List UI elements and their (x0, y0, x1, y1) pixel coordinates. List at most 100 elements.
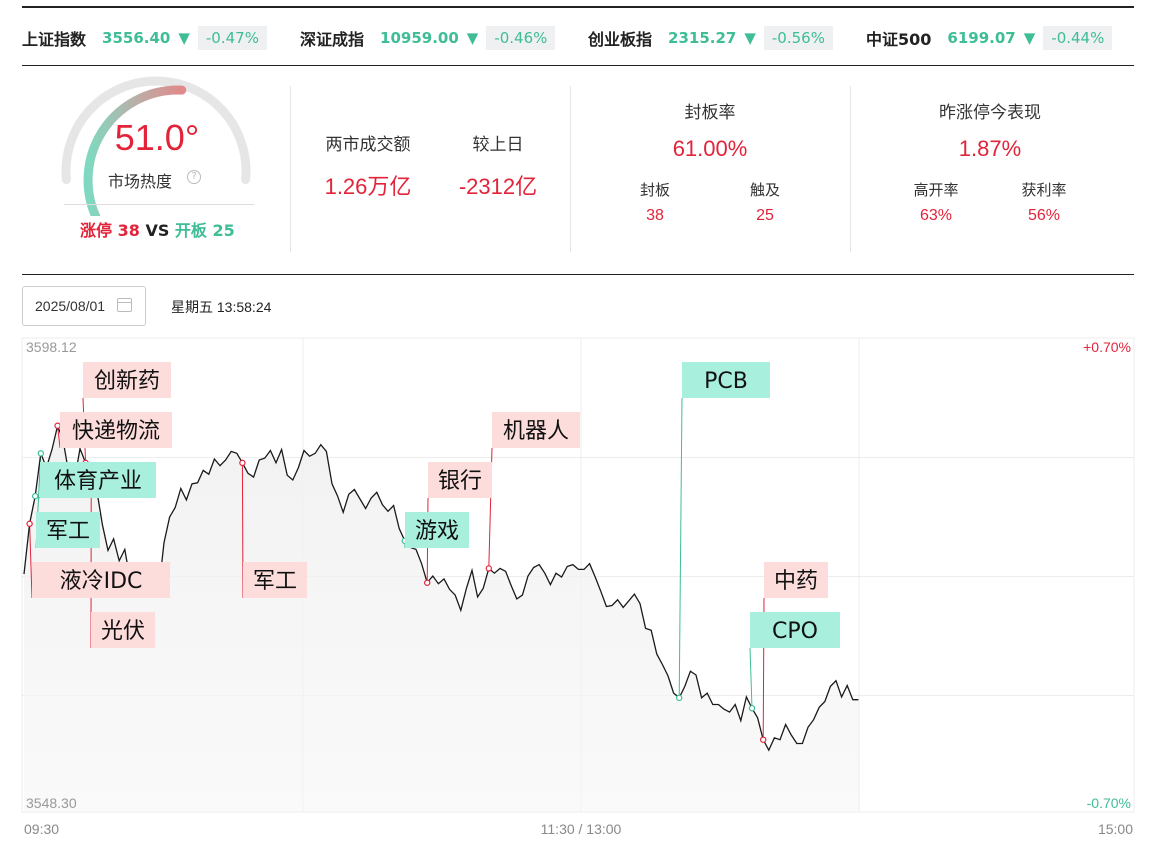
down-arrow-icon: ▼ (466, 29, 479, 47)
market-stats-panel: 51.0° 市场热度 ? 涨停 38 VS 开板 25 两市成交额 1.26万亿… (22, 66, 1134, 275)
sector-tag-bg (91, 612, 155, 648)
sector-tag-bg (243, 562, 307, 598)
yesterday-perf-value: 1.87% (958, 136, 1022, 161)
sector-tag[interactable]: 光伏 (91, 612, 155, 648)
divider (64, 204, 254, 205)
axis-label: 3548.30 (26, 795, 77, 811)
annotation-dot (485, 565, 492, 572)
turnover-vs-label: 较上日 (472, 135, 524, 155)
sector-tag[interactable]: 军工 (36, 512, 100, 548)
annotation-dot (748, 705, 756, 712)
ticker-change: -0.47% (197, 26, 267, 50)
sector-tag-bg (750, 612, 840, 648)
sector-tag-label: 军工 (253, 569, 297, 594)
sector-tag[interactable]: 军工 (243, 562, 307, 598)
ticker-sh[interactable]: 上证指数 3556.40 ▼ -0.47% (22, 24, 267, 52)
price-area (24, 425, 859, 812)
heat-gauge (61, 76, 251, 216)
ticker-change: -0.44% (1043, 26, 1113, 50)
sector-tag-bg (36, 512, 100, 548)
sector-tag-label: 创新药 (94, 369, 160, 394)
limit-up-count: 38 (117, 221, 140, 240)
profit-value: 56% (1027, 207, 1061, 224)
sector-tag[interactable]: 银行 (428, 462, 492, 498)
sector-tag-label: 中药 (774, 569, 818, 594)
sector-tag[interactable]: 液冷IDC (32, 562, 170, 598)
help-icon[interactable]: ? (187, 170, 201, 184)
sealed-value: 38 (646, 207, 664, 224)
annotation-dot (26, 520, 33, 527)
high-open-value: 63% (919, 207, 953, 224)
annotation-stem (749, 647, 753, 709)
sector-tag-label: 快递物流 (72, 419, 160, 444)
sector-tag[interactable]: CPO (750, 612, 840, 648)
high-open-label: 高开率 (913, 181, 959, 199)
sector-tag-label: CPO (772, 619, 818, 644)
sector-tag[interactable]: 快递物流 (60, 412, 172, 448)
down-arrow-icon: ▼ (178, 29, 190, 47)
sector-tag[interactable]: 体育产业 (40, 462, 156, 498)
sealed-label: 封板 (639, 181, 670, 199)
ticker-name: 中证500 (866, 30, 932, 49)
sector-tag-bg (492, 412, 580, 448)
annotation-stem (57, 425, 61, 449)
date-value: 2025/08/01 (35, 298, 106, 314)
seal-rate-label: 封板率 (684, 103, 736, 123)
sector-tag-bg (764, 562, 828, 598)
divider (570, 86, 571, 252)
sector-tag-label: 机器人 (503, 419, 569, 444)
sector-tag-bg (405, 512, 469, 548)
ticker-name: 创业板指 (588, 30, 653, 49)
ticker-sz[interactable]: 深证成指 10959.00 ▼ -0.46% (300, 24, 556, 52)
sector-tag[interactable]: 中药 (764, 562, 828, 598)
index-ticker-bar: 上证指数 3556.40 ▼ -0.47% 深证成指 10959.00 ▼ -0… (22, 6, 1134, 66)
sector-tag-label: 液冷IDC (60, 569, 143, 594)
sector-tag-label: 光伏 (101, 619, 145, 644)
yesterday-perf-label: 昨涨停今表现 (939, 103, 1041, 123)
sector-tag-bg (428, 462, 492, 498)
price-line (23, 423, 859, 752)
limit-vs-opened: 涨停 38 VS 开板 25 (80, 217, 235, 241)
ticker-name: 上证指数 (22, 30, 87, 49)
ticker-zz500[interactable]: 中证500 6199.07 ▼ -0.44% (866, 24, 1113, 52)
sector-tag-bg (40, 462, 156, 498)
annotation-stem (29, 523, 33, 599)
seal-rate-value: 61.00% (672, 136, 748, 161)
date-picker[interactable]: 2025/08/01 (22, 286, 146, 326)
ticker-value: 2315.27 (668, 29, 737, 47)
sector-tag-label: PCB (704, 369, 748, 394)
annotation-dot (37, 450, 45, 457)
ticker-change: -0.56% (763, 26, 833, 50)
sector-tag[interactable]: PCB (682, 362, 770, 398)
annotation-stems (29, 397, 765, 740)
down-arrow-icon: ▼ (744, 29, 756, 47)
vs-text: VS (145, 221, 170, 240)
sector-tag-label: 军工 (46, 519, 90, 544)
sector-tag-bg (682, 362, 770, 398)
ticker-value: 3556.40 (102, 29, 171, 47)
axis-label: 11:30 / 13:00 (541, 821, 622, 837)
heat-label: 市场热度 (108, 172, 173, 191)
axis-label: +0.70% (1083, 339, 1131, 355)
divider (290, 86, 291, 252)
down-arrow-icon: ▼ (1023, 29, 1036, 47)
ticker-cyb[interactable]: 创业板指 2315.27 ▼ -0.56% (588, 24, 833, 52)
sector-tag[interactable]: 创新药 (83, 362, 171, 398)
sector-tag[interactable]: 游戏 (405, 512, 469, 548)
axis-label: 09:30 (24, 821, 59, 837)
ticker-name: 深证成指 (300, 30, 365, 49)
annotation-dot (54, 422, 61, 429)
sector-tag-label: 体育产业 (54, 469, 142, 494)
sector-tag-bg (60, 412, 172, 448)
sector-tag-bg (83, 362, 171, 398)
annotation-dot (239, 459, 246, 467)
sector-tag[interactable]: 机器人 (492, 412, 580, 448)
turnover-vs-value: -2312亿 (458, 174, 538, 199)
calendar-icon (117, 298, 132, 312)
heat-value: 51.0° (114, 117, 200, 158)
ticker-value: 10959.00 (380, 29, 459, 47)
profit-label: 获利率 (1021, 181, 1067, 199)
timestamp: 星期五 13:58:24 (171, 299, 272, 315)
